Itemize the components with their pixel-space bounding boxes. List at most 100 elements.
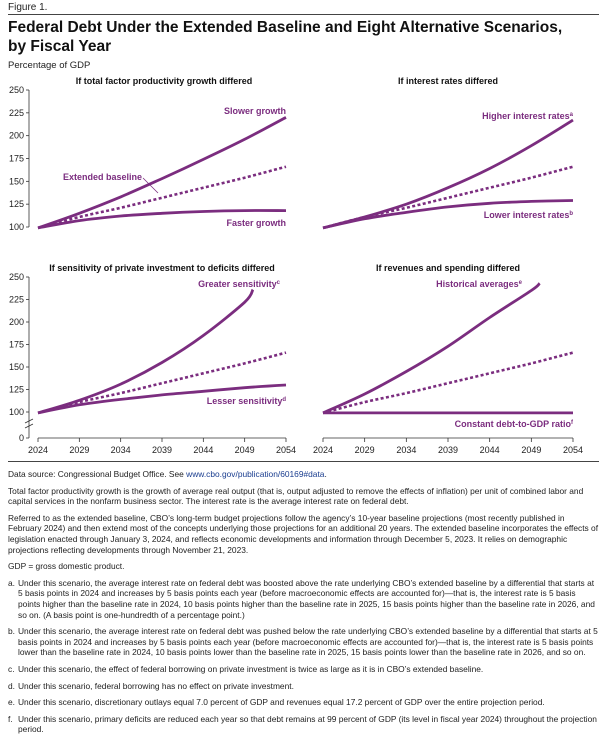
unit-label: Percentage of GDP (8, 60, 91, 71)
footnote-text: Under this scenario, federal borrowing h… (18, 680, 294, 691)
footnote-a: a. Under this scenario, the average inter… (8, 578, 600, 626)
y-tick-label: 150 (9, 362, 24, 372)
x-tick-label: 2049 (235, 445, 255, 455)
x-tick-label: 2049 (521, 445, 541, 455)
series-label-text: Lower interest rates (484, 210, 570, 220)
chart-title: If revenues and spending differed (376, 263, 520, 273)
footnote-mark: a. (8, 577, 15, 588)
footnote-text: Under this scenario, discretionary outla… (18, 697, 545, 708)
x-tick-label: 2024 (28, 445, 48, 455)
y-tick-label: 175 (9, 340, 24, 350)
series-line-extended-baseline (37, 165, 287, 230)
series-label: Extended baseline (63, 172, 142, 182)
note-tfp: Total factor productivity growth is the … (8, 485, 584, 507)
figure-label: Figure 1. (8, 2, 48, 13)
y-tick-label: 200 (9, 317, 24, 327)
y-tick-label: 225 (9, 108, 24, 118)
series-label-text: Faster growth (226, 218, 286, 228)
chart-panel-3: If sensitivity of private investment to … (9, 263, 296, 455)
data-source: Data source: Congressional Budget Office… (8, 469, 600, 480)
footnote-mark: d. (8, 680, 15, 691)
series-label: Historical averagese (436, 279, 523, 289)
series-label-text: Lesser sensitivity (207, 396, 283, 406)
y-tick-label: 250 (9, 272, 24, 282)
footnote-mark: f. (8, 713, 13, 724)
y-tick-label: 175 (9, 154, 24, 164)
x-tick-label: 2044 (480, 445, 500, 455)
chart-panel-1: If total factor productivity growth diff… (9, 76, 287, 232)
source-link[interactable]: www.cbo.gov/publication/60169#data (186, 469, 325, 479)
series-label-footnote-mark: e (519, 280, 523, 286)
series-label: Higher interest ratesa (482, 111, 574, 121)
series-label-footnote-mark: c (277, 280, 281, 286)
x-tick-label: 2054 (563, 445, 583, 455)
x-tick-label: 2044 (193, 445, 213, 455)
footnote-e: e. Under this scenario, discretionary out… (8, 697, 600, 714)
chart-panel-2: If interest rates differed Higher interes… (322, 76, 574, 230)
series-line-extended-baseline (37, 351, 287, 415)
footnote-mark: c. (8, 663, 15, 674)
series-line-historical-averages (322, 282, 541, 415)
source-suffix: . (324, 469, 327, 479)
series-line-higher-interest-rates (322, 118, 574, 230)
footnote-c: c. Under this scenario, the effect of fed… (8, 664, 600, 681)
series-label-text: Extended baseline (63, 172, 142, 182)
y-tick-label: 225 (9, 295, 24, 305)
footnote-f: f. Under this scenario, primary deficits … (8, 714, 600, 741)
x-tick-label: 2034 (396, 445, 416, 455)
series-line-extended-baseline (322, 351, 574, 415)
y-tick-label: 125 (9, 385, 24, 395)
note-gdp: GDP = gross domestic product. (8, 561, 125, 572)
series-label-text: Constant debt-to-GDP ratio (455, 419, 572, 429)
series-label-text: Historical averages (436, 279, 519, 289)
source-prefix: Data source: Congressional Budget Office… (8, 469, 187, 479)
series-label-footnote-mark: a (570, 112, 574, 118)
series-label-footnote-mark: f (571, 420, 574, 426)
x-tick-label: 2029 (355, 445, 375, 455)
x-tick-label: 2024 (313, 445, 333, 455)
series-label-text: Greater sensitivity (198, 279, 277, 289)
series-label-text: Slower growth (224, 106, 286, 116)
x-tick-label: 2054 (276, 445, 296, 455)
figure-title: Federal Debt Under the Extended Baseline… (8, 19, 563, 55)
series-label-footnote-mark: b (569, 211, 573, 217)
series-label: Constant debt-to-GDP ratiof (455, 419, 574, 429)
x-tick-label: 2039 (152, 445, 172, 455)
series-line-greater-sensitivity (37, 288, 255, 415)
chart-title: If interest rates differed (398, 76, 498, 86)
axis-break-mark (24, 418, 34, 429)
footnote-text: Under this scenario, the average interes… (18, 626, 598, 658)
y-tick-label: 100 (9, 222, 24, 232)
note-baseline: Referred to as the extended baseline, CB… (8, 512, 599, 555)
series-label-text: Higher interest rates (482, 111, 570, 121)
series-label-footnote-mark: d (282, 397, 286, 403)
footnote-mark: b. (8, 626, 15, 637)
footnote-mark: e. (8, 697, 15, 708)
y-tick-label: 0 (19, 433, 24, 443)
series-label: Faster growth (226, 218, 286, 228)
y-tick-label: 200 (9, 131, 24, 141)
x-tick-label: 2034 (111, 445, 131, 455)
series-label: Lesser sensitivityd (207, 396, 287, 406)
top-rule (8, 14, 599, 15)
y-tick-label: 250 (9, 85, 24, 95)
label-leader-line (142, 177, 159, 194)
footnote-text: Under this scenario, the effect of feder… (18, 663, 484, 674)
notes: Data source: Congressional Budget Office… (8, 469, 600, 741)
series-line-slower-growth (37, 116, 287, 230)
chart-panel-4: If revenues and spending differed 2024 202… (313, 263, 583, 455)
y-tick-label: 125 (9, 199, 24, 209)
series-label: Lower interest ratesb (484, 210, 574, 220)
series-line-lower-interest-rates (322, 199, 574, 230)
chart-title: If total factor productivity growth diff… (76, 76, 253, 86)
footnote-text: Under this scenario, the average interes… (18, 577, 595, 620)
x-tick-label: 2039 (438, 445, 458, 455)
footnote-text: Under this scenario, primary deficits ar… (18, 713, 597, 735)
y-tick-label: 150 (9, 176, 24, 186)
footnote-b: b. Under this scenario, the average inter… (8, 626, 600, 664)
x-tick-label: 2029 (69, 445, 89, 455)
chart-title: If sensitivity of private investment to … (49, 263, 275, 273)
y-tick-label: 100 (9, 407, 24, 417)
series-label: Slower growth (224, 106, 286, 116)
footnote-d: d. Under this scenario, federal borrowing… (8, 681, 600, 698)
